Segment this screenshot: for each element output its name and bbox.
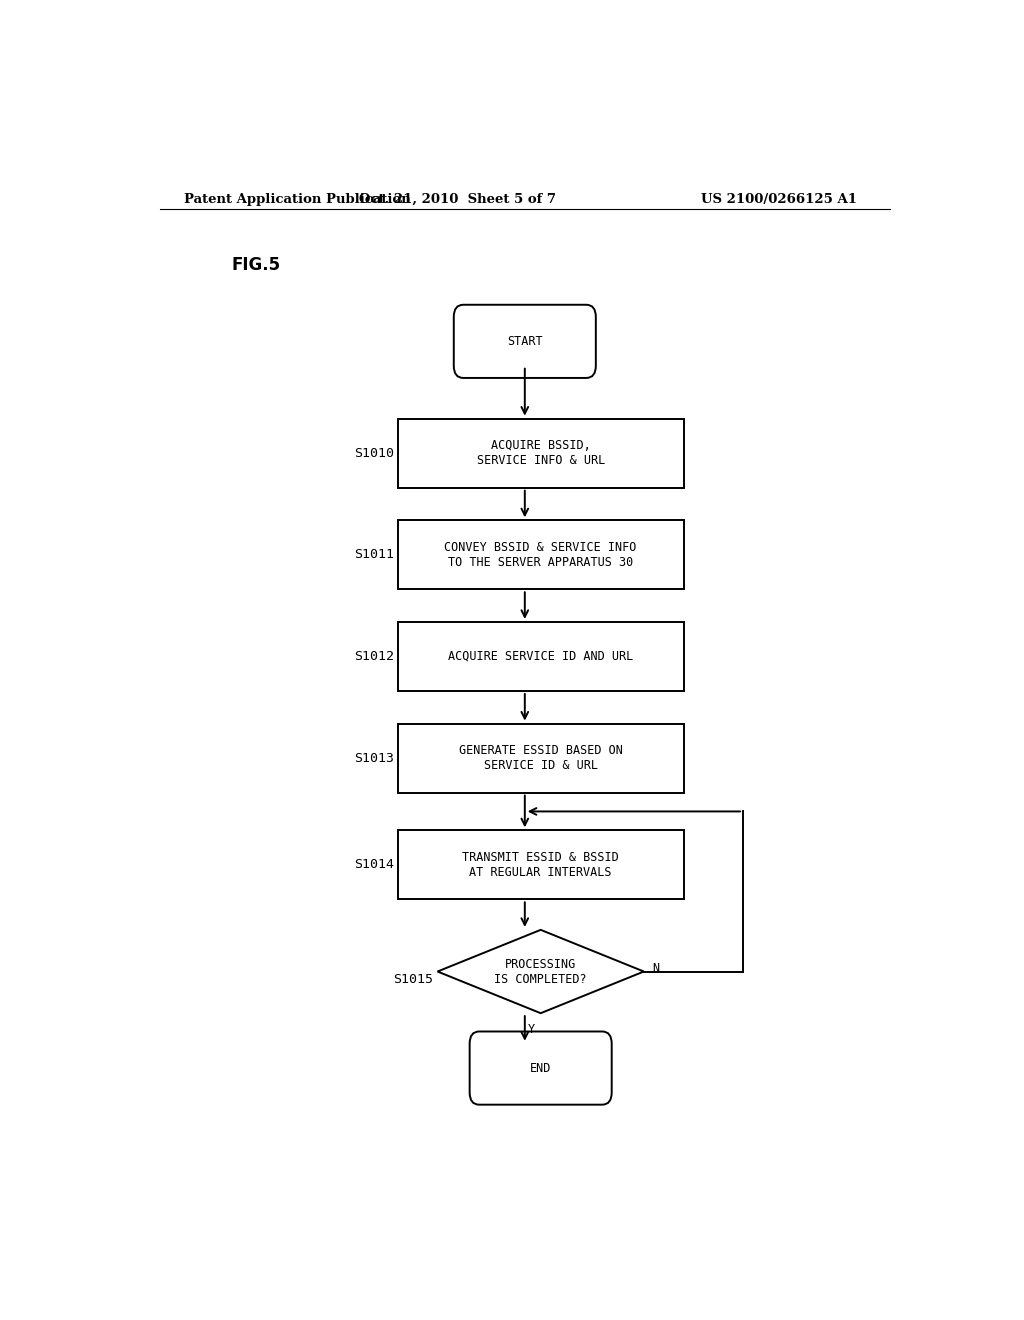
- FancyBboxPatch shape: [454, 305, 596, 378]
- Polygon shape: [437, 929, 644, 1014]
- Text: PROCESSING
IS COMPLETED?: PROCESSING IS COMPLETED?: [495, 957, 587, 986]
- Text: S1011: S1011: [354, 548, 394, 561]
- Bar: [397, 830, 684, 899]
- Text: GENERATE ESSID BASED ON
SERVICE ID & URL: GENERATE ESSID BASED ON SERVICE ID & URL: [459, 744, 623, 772]
- Text: Patent Application Publication: Patent Application Publication: [183, 193, 411, 206]
- Text: ACQUIRE SERVICE ID AND URL: ACQUIRE SERVICE ID AND URL: [449, 649, 633, 663]
- Bar: [397, 520, 684, 589]
- Text: S1010: S1010: [354, 446, 394, 459]
- Text: ACQUIRE BSSID,
SERVICE INFO & URL: ACQUIRE BSSID, SERVICE INFO & URL: [476, 440, 605, 467]
- Text: S1013: S1013: [354, 751, 394, 764]
- Text: N: N: [652, 962, 658, 975]
- FancyBboxPatch shape: [470, 1031, 611, 1105]
- Text: S1015: S1015: [393, 973, 433, 986]
- Bar: [397, 418, 684, 487]
- Text: Oct. 21, 2010  Sheet 5 of 7: Oct. 21, 2010 Sheet 5 of 7: [358, 193, 556, 206]
- Text: START: START: [507, 335, 543, 348]
- Text: END: END: [530, 1061, 551, 1074]
- Text: CONVEY BSSID & SERVICE INFO
TO THE SERVER APPARATUS 30: CONVEY BSSID & SERVICE INFO TO THE SERVE…: [444, 541, 637, 569]
- Bar: [397, 622, 684, 690]
- Text: FIG.5: FIG.5: [231, 256, 281, 275]
- Bar: [397, 723, 684, 792]
- Text: Y: Y: [527, 1023, 535, 1036]
- Text: TRANSMIT ESSID & BSSID
AT REGULAR INTERVALS: TRANSMIT ESSID & BSSID AT REGULAR INTERV…: [462, 851, 620, 879]
- Text: S1012: S1012: [354, 649, 394, 663]
- Text: US 2100/0266125 A1: US 2100/0266125 A1: [700, 193, 857, 206]
- Text: S1014: S1014: [354, 858, 394, 871]
